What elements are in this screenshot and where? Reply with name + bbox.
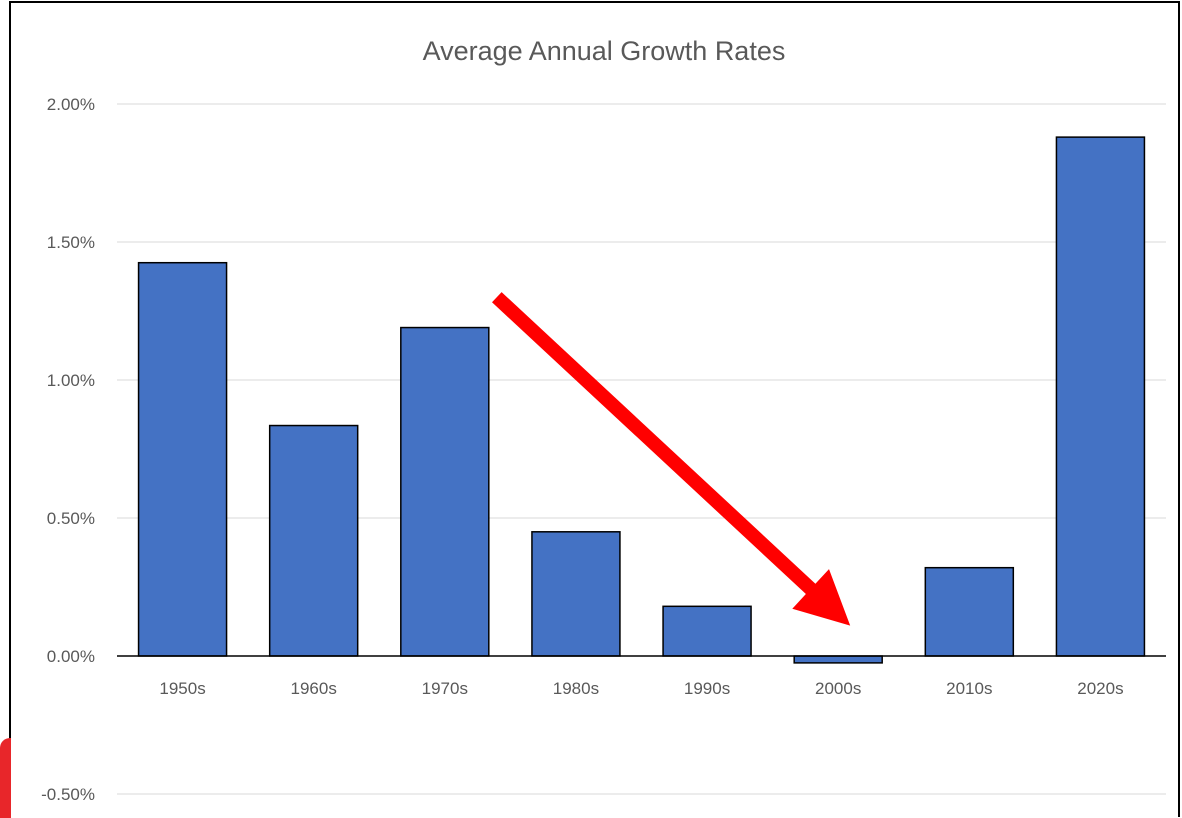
bar-2010s bbox=[924, 566, 1015, 657]
bar-1990s bbox=[662, 605, 752, 657]
x-tick-label: 2000s bbox=[815, 679, 861, 698]
bar-2020s bbox=[1055, 136, 1146, 657]
x-tick-label: 1990s bbox=[684, 679, 730, 698]
y-tick-label: 0.50% bbox=[47, 509, 95, 528]
bar-1950s bbox=[137, 261, 228, 657]
x-tick-label: 1950s bbox=[159, 679, 205, 698]
y-tick-label: 2.00% bbox=[47, 95, 95, 114]
annotations bbox=[492, 292, 851, 626]
x-tick-label: 1980s bbox=[553, 679, 599, 698]
bar-1960s bbox=[268, 424, 359, 657]
x-tick-label: 1970s bbox=[422, 679, 468, 698]
x-tick-label: 2010s bbox=[946, 679, 992, 698]
x-axis-tick-labels: 1950s 1960s 1970s 1980s 1990s 2000s 2010s 2020s bbox=[159, 679, 1123, 698]
corner-accent-shape bbox=[0, 738, 11, 818]
red-arrow-annotation bbox=[492, 292, 851, 626]
chart-title: Average Annual Growth Rates bbox=[423, 36, 786, 66]
x-tick-label: 1960s bbox=[291, 679, 337, 698]
bars bbox=[137, 136, 1146, 664]
y-axis-tick-labels: 2.00% 1.50% 1.00% 0.50% 0.00% -0.50% bbox=[41, 95, 95, 804]
gridlines bbox=[117, 103, 1166, 795]
bar-2000s bbox=[793, 655, 883, 664]
y-tick-label: -0.50% bbox=[41, 785, 95, 804]
y-tick-label: 0.00% bbox=[47, 647, 95, 666]
y-tick-label: 1.00% bbox=[47, 371, 95, 390]
bar-1980s bbox=[531, 531, 621, 657]
y-tick-label: 1.50% bbox=[47, 233, 95, 252]
x-tick-label: 2020s bbox=[1077, 679, 1123, 698]
bar-1970s bbox=[400, 326, 490, 657]
